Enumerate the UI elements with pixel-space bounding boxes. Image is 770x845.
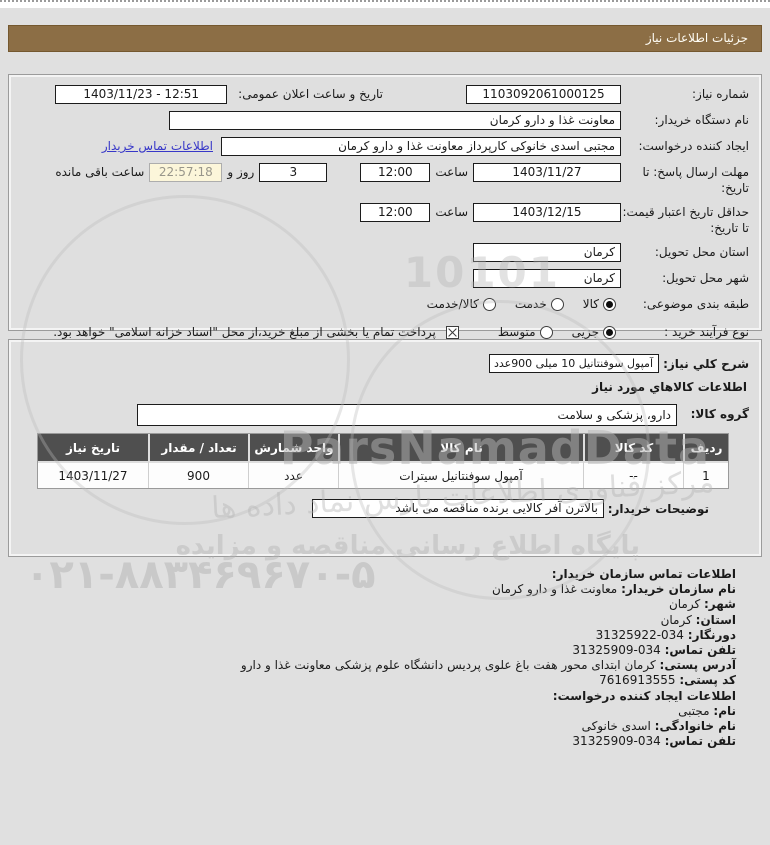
delivery-city-field[interactable]: کرمان	[473, 269, 621, 289]
cell-need-date: 1403/11/27	[38, 461, 148, 488]
goods-table-header-row: ردیف کد کالا نام کالا واحد شمارش تعداد /…	[38, 434, 728, 461]
price-validity-hour-label: ساعت	[435, 205, 468, 220]
delivery-city-label: شهر محل تحویل:	[662, 271, 749, 286]
creator-section-heading: اطلاعات ایجاد کننده درخواست:	[552, 688, 736, 703]
remaining-time-field: 22:57:18	[149, 163, 223, 182]
goods-group-field[interactable]: دارو، پزشکی و سلامت	[137, 404, 677, 426]
table-row: 1 -- آمپول سوفنتانیل سیترات عدد 900 1403…	[38, 461, 728, 488]
buyer-notes-field[interactable]: بالاترن آفر کالایی برنده مناقصه می باشد	[312, 499, 604, 518]
radio-service[interactable]	[550, 298, 564, 312]
goods-table: ردیف کد کالا نام کالا واحد شمارش تعداد /…	[37, 433, 729, 489]
need-number-label: شماره نیاز:	[692, 87, 749, 101]
goods-group-label: گروه کالا:	[690, 407, 749, 421]
col-row-no: ردیف	[683, 434, 728, 461]
radio-goods-service-label: کالا/خدمت	[426, 297, 479, 312]
description-field[interactable]: آمپول سوفنتانیل 10 میلی 900عدد	[489, 354, 659, 373]
col-unit: واحد شمارش	[248, 434, 338, 461]
radio-medium[interactable]	[539, 326, 553, 340]
buyer-notes-row: توضیحات خریدار: بالاترن آفر کالایی برنده…	[17, 499, 709, 518]
description-label: شرح كلي نياز:	[663, 357, 749, 371]
treasury-docs-checkbox[interactable]	[445, 326, 459, 340]
contact-line-org-name: نام سازمان خریدار: معاونت غذا و دارو کرم…	[491, 582, 736, 597]
cell-goods-name: آمپول سوفنتانیل سیترات	[338, 461, 583, 488]
treasury-docs-label: پرداخت تمام یا بخشی از مبلغ خرید،از محل …	[53, 325, 436, 340]
buyer-notes-label: توضیحات خریدار:	[607, 502, 709, 516]
category-label: طبقه بندی موضوعی:	[642, 297, 749, 312]
radio-goods-label: کالا	[582, 297, 599, 312]
process-type-row: نوع فرآیند خرید : جزیی متوسط پرداخت تمام…	[17, 323, 749, 342]
radio-goods-service[interactable]	[482, 298, 496, 312]
contact-line-postal-code: کد پستی: 7616913555	[599, 673, 736, 688]
delivery-province-label: استان محل تحویل:	[654, 245, 749, 260]
category-row: طبقه بندی موضوعی: کالا خدمت کالا/خدمت	[17, 295, 749, 314]
cell-goods-code: --	[583, 461, 683, 488]
contact-line-first-name: نام: مجتبی	[678, 703, 736, 718]
contact-section-heading: اطلاعات تماس سازمان خریدار:	[0, 567, 736, 582]
goods-info-panel: شرح كلي نياز: آمپول سوفنتانیل 10 میلی 90…	[8, 339, 762, 557]
radio-minor[interactable]	[603, 326, 616, 340]
need-info-panel: شماره نیاز: 1103092061000125 تاریخ و ساع…	[8, 74, 762, 340]
contact-line-city: شهر: کرمان	[668, 597, 736, 612]
price-validity-time-field[interactable]: 12:00	[360, 203, 431, 223]
cell-unit: عدد	[248, 461, 338, 488]
top-strip	[0, 0, 770, 8]
page-title-bar: جزئیات اطلاعات نیاز	[8, 25, 762, 52]
price-validity-date-field[interactable]: 1403/12/15	[473, 203, 621, 223]
need-number-field[interactable]: 1103092061000125	[466, 85, 621, 104]
delivery-province-row: استان محل تحویل: کرمان	[17, 243, 749, 263]
contact-line-last-name: نام خانوادگی: اسدی خانوکی	[581, 719, 736, 734]
col-quantity: تعداد / مقدار	[148, 434, 248, 461]
buyer-contact-link[interactable]: اطلاعات تماس خریدار	[101, 139, 213, 153]
contact-line-creator-phone: تلفن تماس: 31325909-034	[572, 734, 736, 749]
deadline-label: مهلت ارسال پاسخ: تا تاریخ:	[642, 165, 749, 195]
creator-row: ایجاد کننده درخواست: مجتبی اسدی خانوکی ک…	[17, 137, 749, 156]
deadline-date-field[interactable]: 1403/11/27	[473, 163, 621, 182]
price-validity-row: حداقل تاریخ اعتبار قیمت: تا تاریخ: 1403/…	[17, 203, 749, 236]
cell-row-no: 1	[683, 461, 728, 488]
radio-medium-label: متوسط	[497, 325, 536, 340]
col-goods-code: کد کالا	[583, 434, 683, 461]
announce-datetime-field[interactable]: 1403/11/23 - 12:51	[55, 85, 228, 104]
col-goods-name: نام کالا	[338, 434, 583, 461]
buyer-org-row: نام دستگاه خریدار: معاونت غذا و دارو کرم…	[17, 111, 749, 130]
contact-info-block: اطلاعات تماس سازمان خریدار: نام سازمان خ…	[0, 557, 770, 749]
contact-heading-label: اطلاعات تماس سازمان خریدار:	[551, 567, 736, 581]
page-title: جزئیات اطلاعات نیاز	[645, 31, 748, 45]
radio-minor-label: جزیی	[571, 325, 599, 340]
buyer-org-field[interactable]: معاونت غذا و دارو کرمان	[169, 111, 621, 130]
need-number-row: شماره نیاز: 1103092061000125 تاریخ و ساع…	[17, 85, 749, 104]
cell-quantity: 900	[148, 461, 248, 488]
deadline-time-field[interactable]: 12:00	[360, 163, 431, 182]
announce-label: تاریخ و ساعت اعلان عمومی:	[238, 87, 383, 101]
col-need-date: تاریخ نیاز	[38, 434, 148, 461]
price-validity-label: حداقل تاریخ اعتبار قیمت: تا تاریخ:	[622, 205, 749, 235]
contact-line-address: آدرس پستی: کرمان ابتدای محور هفت باغ علو…	[240, 658, 736, 673]
radio-goods[interactable]	[603, 298, 616, 312]
hours-remaining-label: ساعت باقی مانده	[55, 165, 145, 179]
deadline-row: مهلت ارسال پاسخ: تا تاریخ: 1403/11/27 سا…	[17, 163, 749, 196]
remaining-days-field[interactable]: 3	[259, 163, 328, 182]
delivery-city-row: شهر محل تحویل: کرمان	[17, 269, 749, 289]
days-and-label: روز و	[227, 165, 255, 179]
creator-label: ایجاد کننده درخواست:	[638, 139, 749, 153]
contact-line-province: استان: کرمان	[660, 612, 736, 627]
goods-group-row: گروه کالا: دارو، پزشکی و سلامت	[17, 404, 749, 426]
goods-section-heading: اطلاعات كالاهاي مورد نياز	[592, 380, 747, 394]
radio-service-label: خدمت	[514, 297, 547, 312]
buyer-org-label: نام دستگاه خریدار:	[654, 113, 750, 127]
creator-field[interactable]: مجتبی اسدی خانوکی کارپرداز معاونت غذا و …	[221, 137, 621, 156]
delivery-province-field[interactable]: کرمان	[473, 243, 621, 263]
process-type-label: نوع فرآیند خرید :	[664, 325, 749, 340]
contact-line-fax: دورنگار: 31325922-034	[595, 627, 736, 642]
contact-line-phone: تلفن تماس: 31325909-034	[572, 643, 736, 658]
deadline-hour-label: ساعت	[435, 165, 468, 179]
description-row: شرح كلي نياز: آمپول سوفنتانیل 10 میلی 90…	[17, 354, 749, 373]
